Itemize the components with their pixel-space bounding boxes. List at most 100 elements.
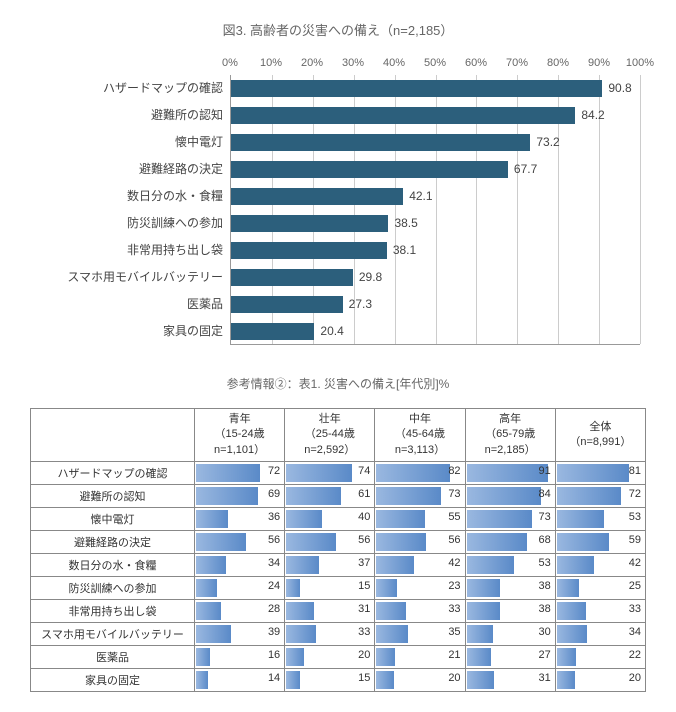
table-cell: 61 (285, 485, 375, 508)
x-axis-tick: 10% (260, 57, 282, 69)
table-row: スマホ用モバイルバッテリー3933353034 (31, 623, 646, 646)
cell-bar (376, 602, 405, 620)
cell-value: 25 (629, 577, 641, 595)
table-cell: 84 (465, 485, 555, 508)
cell-value: 69 (268, 485, 280, 503)
row-label: ハザードマップの確認 (31, 462, 195, 485)
row-label: 懐中電灯 (31, 508, 195, 531)
cell-bar (196, 533, 246, 551)
bar-value: 27.3 (343, 296, 372, 313)
cell-bar (467, 671, 495, 689)
cell-bar (286, 464, 352, 482)
bar-label: 避難経路の決定 (31, 156, 231, 183)
bar-value: 42.1 (403, 188, 432, 205)
cell-bar (557, 579, 579, 597)
table-cell: 22 (555, 646, 645, 669)
row-label: 防災訓練への参加 (31, 577, 195, 600)
table-cell: 33 (375, 600, 465, 623)
cell-value: 72 (629, 485, 641, 503)
cell-bar (467, 602, 501, 620)
cell-value: 81 (629, 462, 641, 480)
table-cell: 42 (555, 554, 645, 577)
cell-bar (196, 648, 210, 666)
table-cell: 35 (375, 623, 465, 646)
cell-bar (467, 556, 514, 574)
grid-line (640, 75, 641, 344)
cell-value: 55 (448, 508, 460, 526)
x-axis-tick: 70% (506, 57, 528, 69)
table-cell: 72 (195, 462, 285, 485)
cell-value: 35 (448, 623, 460, 641)
cell-bar (286, 579, 299, 597)
bar: 38.1 (231, 242, 387, 259)
cell-bar (376, 625, 407, 643)
bar-value: 73.2 (530, 134, 559, 151)
cell-bar (196, 464, 260, 482)
bar-label: 非常用持ち出し袋 (31, 237, 231, 264)
cell-value: 72 (268, 462, 280, 480)
table-cell: 34 (195, 554, 285, 577)
bar: 27.3 (231, 296, 343, 313)
table-cell: 33 (285, 623, 375, 646)
x-axis-tick: 50% (424, 57, 446, 69)
cell-value: 68 (539, 531, 551, 549)
table-cell: 14 (195, 669, 285, 692)
cell-value: 40 (358, 508, 370, 526)
cell-bar (467, 648, 491, 666)
bar-row: 防災訓練への参加38.5 (231, 210, 640, 237)
cell-bar (376, 556, 413, 574)
table-cell: 15 (285, 577, 375, 600)
table-row: 非常用持ち出し袋2831333833 (31, 600, 646, 623)
cell-bar (286, 648, 304, 666)
cell-value: 56 (358, 531, 370, 549)
cell-bar (286, 487, 340, 505)
table-cell: 25 (555, 577, 645, 600)
bar-value: 67.7 (508, 161, 537, 178)
cell-value: 23 (448, 577, 460, 595)
cell-value: 20 (629, 669, 641, 687)
cell-value: 73 (448, 485, 460, 503)
table-cell: 53 (465, 554, 555, 577)
cell-value: 33 (629, 600, 641, 618)
cell-value: 27 (539, 646, 551, 664)
table-column-header: 壮年（25-44歳n=2,592） (285, 409, 375, 462)
cell-value: 56 (268, 531, 280, 549)
row-label: 医薬品 (31, 646, 195, 669)
bar-row: 医薬品27.3 (231, 291, 640, 318)
cell-value: 36 (268, 508, 280, 526)
table-cell: 21 (375, 646, 465, 669)
cell-bar (557, 533, 610, 551)
table-cell: 34 (555, 623, 645, 646)
table-cell: 81 (555, 462, 645, 485)
table-cell: 37 (285, 554, 375, 577)
cell-bar (467, 510, 532, 528)
cell-bar (376, 648, 395, 666)
cell-bar (557, 602, 586, 620)
data-table: 青年（15-24歳n=1,101）壮年（25-44歳n=2,592）中年（45-… (30, 408, 646, 692)
cell-bar (467, 464, 548, 482)
table-column-header: 全体（n=8,991） (555, 409, 645, 462)
cell-value: 34 (629, 623, 641, 641)
table-cell: 72 (555, 485, 645, 508)
bar-value: 29.8 (353, 269, 382, 286)
bar-row: ハザードマップの確認90.8 (231, 75, 640, 102)
table-cell: 27 (465, 646, 555, 669)
bar-row: 数日分の水・食糧42.1 (231, 183, 640, 210)
row-label: 家具の固定 (31, 669, 195, 692)
table-column-header: 中年（45-64歳n=3,113） (375, 409, 465, 462)
row-label: 避難経路の決定 (31, 531, 195, 554)
bar-label: 家具の固定 (31, 318, 231, 345)
table-cell: 23 (375, 577, 465, 600)
table-row: 懐中電灯3640557353 (31, 508, 646, 531)
cell-bar (557, 487, 621, 505)
bar-value: 38.1 (387, 242, 416, 259)
bar-label: ハザードマップの確認 (31, 75, 231, 102)
table-cell: 40 (285, 508, 375, 531)
cell-bar (557, 671, 575, 689)
cell-bar (376, 487, 441, 505)
bar-value: 90.8 (602, 80, 631, 97)
table-cell: 20 (375, 669, 465, 692)
cell-value: 14 (268, 669, 280, 687)
cell-bar (196, 671, 208, 689)
cell-value: 34 (268, 554, 280, 572)
